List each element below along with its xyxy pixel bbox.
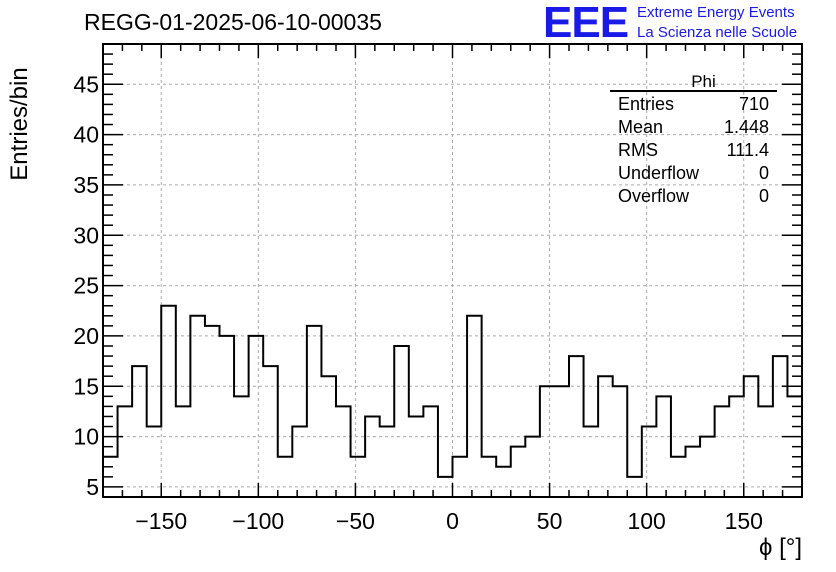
histogram-bin	[671, 457, 686, 497]
stats-row-value: 0	[759, 163, 769, 183]
x-tick-label: −100	[232, 508, 284, 534]
x-tick-label: −50	[336, 508, 375, 534]
histogram-bin	[496, 467, 511, 497]
histogram-bin	[351, 457, 366, 497]
x-axis-label: ϕ [°]	[758, 534, 802, 561]
histogram-bin	[525, 437, 540, 497]
histogram-bin	[234, 396, 249, 497]
chart-title: REGG-01-2025-06-10-00035	[84, 9, 382, 35]
histogram-bin	[598, 376, 613, 497]
y-tick-label: 25	[73, 273, 99, 299]
x-tick-label: 50	[537, 508, 563, 534]
stats-row-label: Entries	[618, 94, 674, 114]
y-tick-label: 5	[86, 474, 99, 500]
x-tick-label: 100	[627, 508, 665, 534]
histogram-bin	[758, 406, 773, 497]
y-tick-label: 20	[73, 323, 99, 349]
brand-line-1: Extreme Energy Events	[637, 4, 795, 21]
histogram-bin	[686, 447, 701, 497]
histogram-bin	[642, 427, 657, 497]
histogram-bin	[307, 326, 322, 497]
histogram-bin	[467, 316, 482, 497]
x-tick-label: −150	[135, 508, 187, 534]
histogram-bin	[176, 406, 191, 497]
y-tick-labels: 5 10 15 20 25 30 35 40 45	[73, 71, 99, 500]
stats-row-label: Underflow	[618, 163, 700, 183]
histogram-bin	[263, 366, 278, 497]
histogram-bin	[380, 427, 395, 497]
y-tick-label: 10	[73, 424, 99, 450]
y-tick-label: 35	[73, 172, 99, 198]
stats-row-value: 111.4	[727, 140, 769, 160]
histogram-bin	[453, 457, 468, 497]
histogram-bin	[205, 326, 220, 497]
histogram-bin	[220, 336, 235, 497]
histogram-bin	[656, 396, 671, 497]
histogram-bin	[773, 356, 788, 497]
x-tick-label: 0	[446, 508, 459, 534]
histogram-bin	[409, 416, 424, 497]
x-tick-labels: −150 −100 −50 0 50 100 150	[135, 508, 763, 534]
stats-row-label: Mean	[618, 117, 663, 137]
histogram-bin	[132, 366, 147, 497]
histogram-bin	[613, 386, 628, 497]
stats-row-value: 0	[759, 186, 769, 206]
y-tick-label: 40	[73, 122, 99, 148]
grid-lines	[103, 44, 802, 497]
stats-box-title: Phi	[691, 72, 716, 91]
histogram-bin	[729, 396, 744, 497]
histogram-bin	[394, 346, 409, 497]
stats-row-label: RMS	[618, 140, 658, 160]
histogram-bin	[569, 356, 584, 497]
x-tick-label: 150	[725, 508, 763, 534]
histogram-bin	[511, 447, 526, 497]
histogram-bin	[554, 386, 569, 497]
histogram-outline	[102, 304, 803, 497]
histogram-bin	[278, 457, 293, 497]
histogram-bin	[540, 386, 555, 497]
y-tick-label: 30	[73, 222, 99, 248]
stats-row-value: 1.448	[724, 117, 769, 137]
stats-row-label: Overflow	[618, 186, 690, 206]
histogram-bin	[423, 406, 438, 497]
histogram-bin	[482, 457, 497, 497]
histogram-bin	[190, 316, 205, 497]
histogram-bin	[292, 427, 307, 497]
histogram-bin	[336, 406, 351, 497]
eee-logo: EEE	[543, 0, 629, 47]
y-tick-label: 15	[73, 373, 99, 399]
brand-line-2: La Scienza nelle Scuole	[637, 24, 798, 41]
histogram-bin	[365, 416, 380, 497]
plot-frame	[102, 43, 803, 498]
stats-row-value: 710	[739, 94, 769, 114]
stats-box: Phi Entries 710 Mean 1.448 RMS 111.4 Underflow…	[610, 72, 777, 206]
histogram-bin	[715, 406, 730, 497]
stats-rows: Entries 710 Mean 1.448 RMS 111.4 Underflow 0 Ove…	[618, 94, 769, 206]
histogram-bin	[700, 437, 715, 497]
histogram-bin	[584, 427, 599, 497]
histogram-bin	[118, 406, 133, 497]
histogram-bin	[161, 306, 176, 497]
histogram-bin	[249, 336, 264, 497]
y-tick-label: 45	[73, 71, 99, 97]
histogram-bin	[147, 427, 162, 497]
